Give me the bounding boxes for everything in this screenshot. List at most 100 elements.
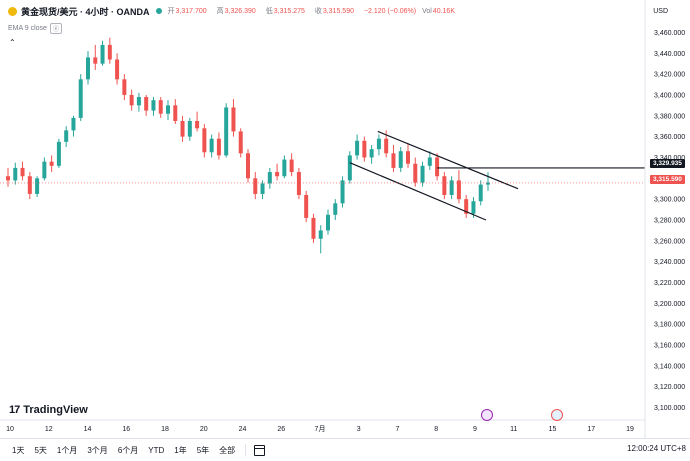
price-tick-label: 3,100.000 [654,405,685,412]
candle-body [13,167,18,181]
candle-body [195,121,200,129]
candle-body [246,153,250,179]
candle-body [107,44,112,60]
candle-body [173,105,178,121]
candle-body [224,107,229,156]
channel-lower-line [349,162,487,221]
timeframe-1m[interactable]: 1个月 [56,445,78,455]
divider [245,444,247,456]
tradingview-logo-text: TradingView [23,404,88,416]
candle-body [456,180,461,200]
currency-label[interactable]: USD [653,8,668,15]
time-tick-label: 11 [510,426,517,433]
candle-body [136,97,141,106]
timeframe-all[interactable]: 全部 [219,445,236,455]
candle-body [49,161,54,166]
tradingview-logo[interactable]: 17 TradingView [9,404,88,416]
candle-body [42,161,47,179]
calendar-icon[interactable] [254,444,266,456]
candle-body [326,214,330,231]
candle-body [100,44,105,64]
candle-body [151,100,156,111]
drawings-layer [0,130,645,221]
price-tick-label: 3,420.000 [654,72,685,79]
price-tick-label: 3,340.000 [654,155,685,162]
candle-body [420,165,425,183]
time-tick-label: 19 [626,426,634,433]
price-tick-label: 3,200.000 [654,301,685,308]
price-tick-label: 3,380.000 [654,113,685,120]
ohlc-readout: 开3,317.700 高3,326.390 低3,315.275 收3,315.… [167,8,455,15]
time-tick-label: 16 [122,426,130,433]
candle-body [71,117,76,131]
price-tick-label: 3,440.000 [654,51,685,58]
symbol-header: 黄金现货/美元 · 4小时 · OANDA 开3,317.700 高3,326.… [0,0,690,22]
candle-body [64,130,69,142]
candle-body [333,203,338,215]
candle-body [267,172,272,184]
timeframe-1d[interactable]: 1天 [12,445,25,455]
volume-value: 40.16K [432,8,455,15]
candle-body [122,79,127,95]
candle-body [362,140,367,158]
timeframe-6m[interactable]: 6个月 [117,445,139,455]
candle-body [180,121,185,137]
indicator-badge: ⓔ [49,23,62,34]
time-tick-label: 9 [473,426,477,433]
candle-body [209,138,214,153]
candle-body [486,182,490,185]
candle-body [442,176,447,195]
candle-body [282,159,287,177]
candle-body [311,217,316,239]
candle-body [166,105,170,114]
candle-body [471,201,476,214]
candlestick-chart[interactable]: 3,460.000 3,440.000 3,420.000 3,400.000 3,38… [0,0,690,438]
candle-body [398,151,403,168]
tradingview-logo-icon: 17 [9,404,20,416]
event-flag-us-icon[interactable] [551,409,563,421]
change-value: −2.120 (−0.06%) [363,8,417,15]
candle-body [260,183,265,194]
candle-body [216,138,221,156]
time-tick-label: 10 [6,426,14,433]
time-tick-label: 7月 [315,425,326,433]
timeframe-3m[interactable]: 3个月 [87,445,108,455]
price-tick-label: 3,120.000 [654,384,685,391]
price-tick-label: 3,240.000 [654,259,685,266]
time-tick-label: 7 [396,426,400,433]
candle-body [406,151,410,164]
symbol-title[interactable]: 黄金现货/美元 · 4小时 · OANDA [21,6,150,17]
candle-body [253,178,258,194]
candle-body [289,159,294,173]
timeframe-5d[interactable]: 5天 [34,445,47,455]
time-tick-label: 3 [357,426,361,433]
candle-body [56,141,61,166]
candle-body [238,131,243,154]
candle-body [340,180,345,204]
candle-body [86,57,90,80]
close-value: 3,315.590 [322,8,354,15]
candle-body [464,199,469,214]
time-tick-label: 8 [434,426,438,433]
collapse-chevron-icon[interactable]: ⌃ [9,38,16,47]
timeframe-5y[interactable]: 5年 [196,445,210,455]
last-price-tag: 3,315.590 [650,175,685,184]
time-tick-label: 18 [161,426,169,433]
timeframe-bar: 1天 5天 1个月 3个月 6个月 YTD 1年 5年 全部 12:00:24 … [0,438,690,461]
clock-readout[interactable]: 12:00:24 UTC+8 [627,444,686,453]
timeframe-1y[interactable]: 1年 [174,445,187,455]
candle-body [435,157,440,177]
candle-body [376,138,381,150]
candle-body [27,176,32,194]
candles-layer [6,37,490,254]
candle-body [384,138,389,154]
timeframe-ytd[interactable]: YTD [148,445,165,455]
time-tick-label: 24 [239,426,247,433]
gold-symbol-icon [8,6,17,16]
price-tick-label: 3,160.000 [654,343,685,350]
indicator-legend[interactable]: EMA 9 close ⓔ [8,23,62,34]
event-flash-icon[interactable] [481,409,493,421]
candle-body [391,153,396,168]
candle-body [318,230,323,239]
price-tick-label: 3,280.000 [654,218,685,225]
